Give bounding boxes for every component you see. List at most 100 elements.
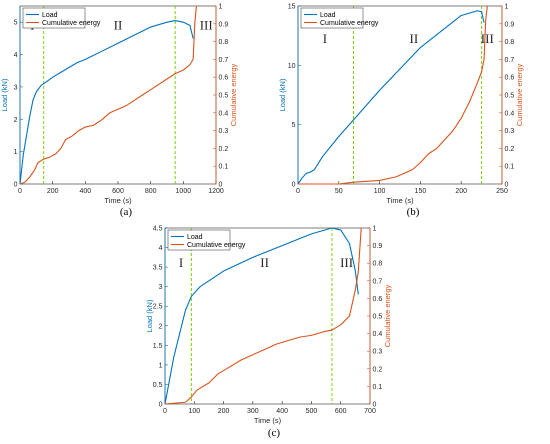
chart0-y-left-tick-label: 2 [14,117,18,124]
chart2-y-left-tick-label: 2 [159,323,163,330]
chart0-x-axis-label: Time (s) [104,196,132,205]
chart2-x-tick-label: 0 [163,408,167,415]
chart1-y-left-tick-label: 5 [292,122,296,129]
chart1-y-left-tick-label: 0 [292,182,296,189]
chart2-y-right-tick-label: 0.1 [373,384,383,391]
chart1-y-left-axis-label: Load (kN) [278,78,287,111]
chart1: 0 50 100 150 200 25005101500.10.20.30.40.50.6… [278,4,524,219]
chart0-y-left-axis-label: Load (kN) [0,78,9,111]
chart2-y-left-tick-label: 4 [159,245,163,252]
chart2-y-right-axis-label: Cumulative energy [383,284,392,347]
chart0-y-left-tick-label: 1 [14,149,18,156]
chart2-legend-label: Cumulative energy [187,242,246,249]
chart1-y-right-axis-label: Cumulative energy [515,63,524,126]
chart0-y-right-tick-label: 1 [219,4,223,11]
chart2-y-left-tick-label: 3 [159,284,163,291]
chart2-panel-label: (c) [268,427,281,439]
chart1-y-right-tick-label: 0.1 [505,164,515,171]
chart0-panel-label: (a) [120,206,133,218]
chart2-y-right-tick-label: 0.4 [373,331,383,338]
chart0-legend-label: Load [42,12,58,19]
chart1-x-tick-label: 100 [374,188,386,195]
chart2-x-tick-label: 500 [306,408,318,415]
chart2-y-right-tick-label: 0.2 [373,366,383,373]
chart2-x-tick-label: 400 [276,408,288,415]
chart0: 0 200 400 600 800 1000 120001234500.10.20.30.4… [0,4,238,219]
chart0-y-right-tick-label: 0.9 [219,21,229,28]
chart2-energy-line [164,227,362,405]
chart0-x-tick-label: 1200 [208,188,224,195]
chart1-y-right-tick-label: 0.5 [505,93,515,100]
chart0-region-label: II [114,17,123,32]
chart2-y-left-tick-label: 3.5 [153,265,163,272]
chart0-x-tick-label: 600 [112,188,124,195]
chart1-y-right-tick-label: 0.2 [505,146,515,153]
chart1-y-right-tick-label: 0.6 [505,75,515,82]
chart0-y-right-tick-label: 0.8 [219,39,229,46]
chart0-energy-line [19,5,197,185]
chart2-y-left-tick-label: 0 [159,402,163,409]
chart0-y-right-tick-label: 0.4 [219,110,229,117]
chart2-region-label: II [260,255,269,270]
chart2-y-right-tick-label: 0 [373,402,377,409]
chart0-x-tick-label: 0 [18,188,22,195]
chart2-x-tick-label: 200 [218,408,230,415]
chart0-y-left-tick-label: 5 [14,20,18,27]
chart1-y-right-tick-label: 1 [505,4,509,11]
chart1-region-label: II [410,31,419,46]
chart0-y-left-tick-label: 4 [14,52,18,59]
chart2-x-tick-label: 700 [364,408,376,415]
chart2-y-left-tick-label: 1.5 [153,343,163,350]
chart2-y-left-tick-label: 0.5 [153,382,163,389]
chart0-y-right-tick-label: 0.2 [219,146,229,153]
chart0-x-tick-label: 1000 [176,188,192,195]
chart1-plot-frame [297,5,503,185]
chart1-y-right-tick-label: 0.3 [505,128,515,135]
chart1-panel-label: (b) [407,206,420,218]
chart2-y-right-tick-label: 0.6 [373,296,383,303]
chart2-legend-label: Load [187,234,203,241]
chart0-x-tick-label: 800 [145,188,157,195]
chart0-y-right-tick-label: 0.1 [219,164,229,171]
chart2: 0 100 200 300 400 500 600 70000.511.522.533.544… [145,226,392,440]
chart2-y-left-tick-label: 2.5 [153,304,163,311]
chart2-x-tick-label: 300 [247,408,259,415]
chart1-y-left-tick-label: 15 [288,4,296,11]
chart2-y-left-tick-label: 4.5 [153,226,163,233]
chart2-region-label: I [179,255,183,270]
chart1-x-axis-label: Time (s) [386,196,414,205]
chart0-y-left-tick-label: 3 [14,84,18,91]
chart0-legend-label: Cumulative energy [42,20,101,27]
chart2-y-right-tick-label: 0.5 [373,314,383,321]
chart1-region-label: III [481,31,494,46]
chart0-y-right-tick-label: 0.7 [219,57,229,64]
chart1-x-tick-label: 200 [455,188,467,195]
chart0-x-tick-label: 200 [47,188,59,195]
chart2-y-right-tick-label: 1 [373,226,377,233]
chart2-y-right-tick-label: 0.7 [373,278,383,285]
chart0-y-right-axis-label: Cumulative energy [229,63,238,126]
chart1-y-right-tick-label: 0.4 [505,110,515,117]
chart0-x-tick-label: 400 [79,188,91,195]
chart1-x-tick-label: 250 [496,188,508,195]
chart0-y-right-tick-label: 0.3 [219,128,229,135]
chart1-energy-line [298,5,488,185]
chart2-y-left-tick-label: 1 [159,362,163,369]
chart1-y-right-tick-label: 0.8 [505,39,515,46]
chart1-legend-label: Load [320,12,336,19]
chart2-x-tick-label: 100 [188,408,200,415]
chart2-y-right-tick-label: 0.3 [373,349,383,356]
chart2-x-tick-label: 600 [335,408,347,415]
chart1-y-right-tick-label: 0 [505,182,509,189]
chart1-load-line [297,10,485,185]
chart1-x-tick-label: 0 [296,188,300,195]
chart1-x-tick-label: 50 [335,188,343,195]
chart2-y-right-tick-label: 0.9 [373,243,383,250]
chart0-region-label: III [200,17,213,32]
chart1-y-right-tick-label: 0.7 [505,57,515,64]
chart1-region-label: I [323,31,327,46]
chart1-x-tick-label: 150 [415,188,427,195]
chart0-y-right-tick-label: 0.5 [219,93,229,100]
chart0-y-right-tick-label: 0.6 [219,75,229,82]
